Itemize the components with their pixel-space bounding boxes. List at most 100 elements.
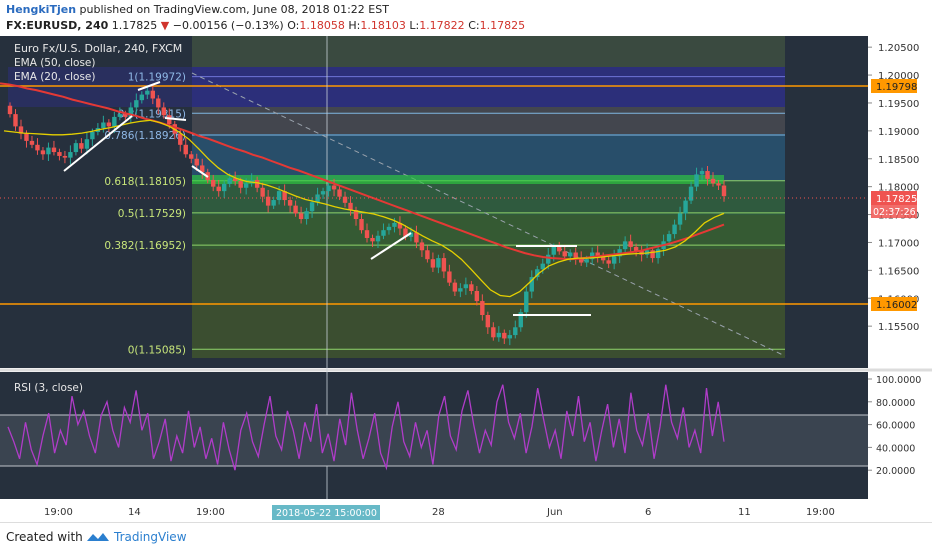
price-change: −0.00156 (−0.13%)	[172, 19, 284, 32]
flag-line-2[interactable]	[191, 165, 209, 178]
candle-body	[353, 210, 359, 220]
candle-body	[18, 126, 24, 134]
symbol-label: FX:EURUSD, 240	[6, 19, 109, 32]
candle-body	[430, 259, 436, 268]
candle-body	[276, 191, 282, 201]
candle-body	[573, 252, 578, 259]
resistance-price-badge	[871, 79, 917, 93]
candle-body	[189, 154, 194, 159]
candle-body	[287, 200, 293, 206]
candle-body	[227, 178, 232, 184]
candle-body	[491, 327, 496, 338]
candle-body	[375, 235, 381, 242]
time-label-3: 19:00	[196, 507, 225, 518]
candle-body	[408, 232, 414, 237]
candle-body	[606, 260, 611, 264]
trendline-3[interactable]	[370, 232, 412, 260]
fib-label-4: 0.5(1.17529)	[118, 208, 186, 220]
candle-body	[348, 202, 353, 211]
open-label: O:	[287, 19, 300, 32]
countdown-badge	[871, 205, 917, 218]
price-tick-label: 1.16500	[878, 266, 919, 277]
fib-label-6: 0(1.15085)	[128, 344, 186, 356]
candle-body	[62, 155, 68, 158]
candle-body	[716, 183, 721, 186]
candle-body	[101, 122, 106, 129]
fib-zone-0786	[192, 134, 785, 181]
trendline-1[interactable]	[63, 115, 133, 172]
candle-body	[46, 147, 51, 155]
support-price-badge	[871, 297, 917, 311]
ema50-line	[0, 82, 725, 261]
candle-body	[710, 178, 716, 184]
fib-retracement-zones	[8, 36, 785, 358]
candle-body	[474, 290, 480, 302]
footer: Created with TradingView	[0, 522, 932, 551]
candle-body	[254, 179, 260, 188]
candle-body	[161, 107, 166, 116]
trendline-2[interactable]	[137, 81, 161, 91]
candle-body	[436, 258, 441, 268]
candle-body	[243, 183, 249, 188]
candle-body	[304, 211, 309, 220]
candle-body	[392, 222, 397, 227]
price-scale-background	[868, 36, 932, 499]
legend-instrument: Euro Fx/U.S. Dollar, 240, FXCM	[14, 42, 182, 55]
candle-body	[447, 271, 452, 283]
price-tick-label: 1.20000	[878, 71, 919, 82]
candle-body	[622, 241, 628, 250]
candle-body	[293, 205, 298, 214]
support-price-label: 1.16002	[876, 300, 917, 311]
candle-body	[425, 250, 430, 260]
candle-body	[677, 213, 683, 225]
tradingview-brand-link[interactable]: TradingView	[114, 530, 187, 544]
rsi-tick-label: 100.0000	[876, 375, 921, 386]
time-label-1: 19:00	[44, 507, 73, 518]
candle-body	[518, 312, 523, 328]
time-label-5: Jun	[546, 507, 563, 518]
candle-body	[540, 263, 545, 270]
candle-body	[557, 246, 562, 252]
high-value: 1.18103	[360, 19, 406, 32]
fib-zone-05	[192, 215, 785, 249]
candle-body	[513, 327, 518, 336]
fib-trend-line[interactable]	[191, 72, 786, 357]
tradingview-logo-icon[interactable]	[86, 531, 110, 543]
candle-body	[320, 191, 326, 195]
fib-label-5: 0.382(1.16952)	[104, 240, 186, 252]
publish-info: published on TradingView.com, June 08, 2…	[79, 3, 389, 16]
candle-body	[589, 252, 595, 260]
candle-body	[705, 171, 710, 179]
price-chart[interactable]: 1(1.19972)0.8(1.19315)0.786(1.18926)0.61…	[0, 0, 932, 522]
candle-body	[309, 202, 315, 212]
drawings[interactable]	[63, 81, 591, 316]
author-link[interactable]: HengkiTjen	[6, 3, 77, 16]
candle-body	[452, 282, 458, 292]
candle-body	[13, 114, 18, 127]
resistance-price-label: 1.19798	[876, 82, 917, 93]
candle-body	[200, 165, 205, 173]
candle-body	[232, 178, 238, 182]
candle-body	[419, 242, 425, 251]
candle-body	[683, 200, 688, 214]
price-tick-label: 1.18000	[878, 183, 919, 194]
price-tick-label: 1.17000	[878, 238, 919, 249]
time-label-6: 6	[645, 507, 651, 518]
rsi-tick-label: 20.0000	[876, 466, 915, 477]
candle-body	[260, 187, 265, 197]
candle-body	[628, 241, 633, 247]
fib-zone-top	[192, 36, 785, 67]
candle-body	[331, 185, 337, 190]
flag-line[interactable]	[164, 117, 187, 121]
candle-body	[211, 179, 216, 187]
candle-body	[699, 171, 705, 175]
candle-body	[282, 191, 287, 201]
crosshair-time-badge	[272, 505, 380, 520]
candle-body	[441, 258, 447, 272]
candle-body	[568, 252, 573, 257]
candle-body	[134, 100, 139, 108]
current-price-label: 1.17825	[876, 194, 917, 205]
low-label: L:	[409, 19, 420, 32]
candle-body	[156, 98, 161, 108]
